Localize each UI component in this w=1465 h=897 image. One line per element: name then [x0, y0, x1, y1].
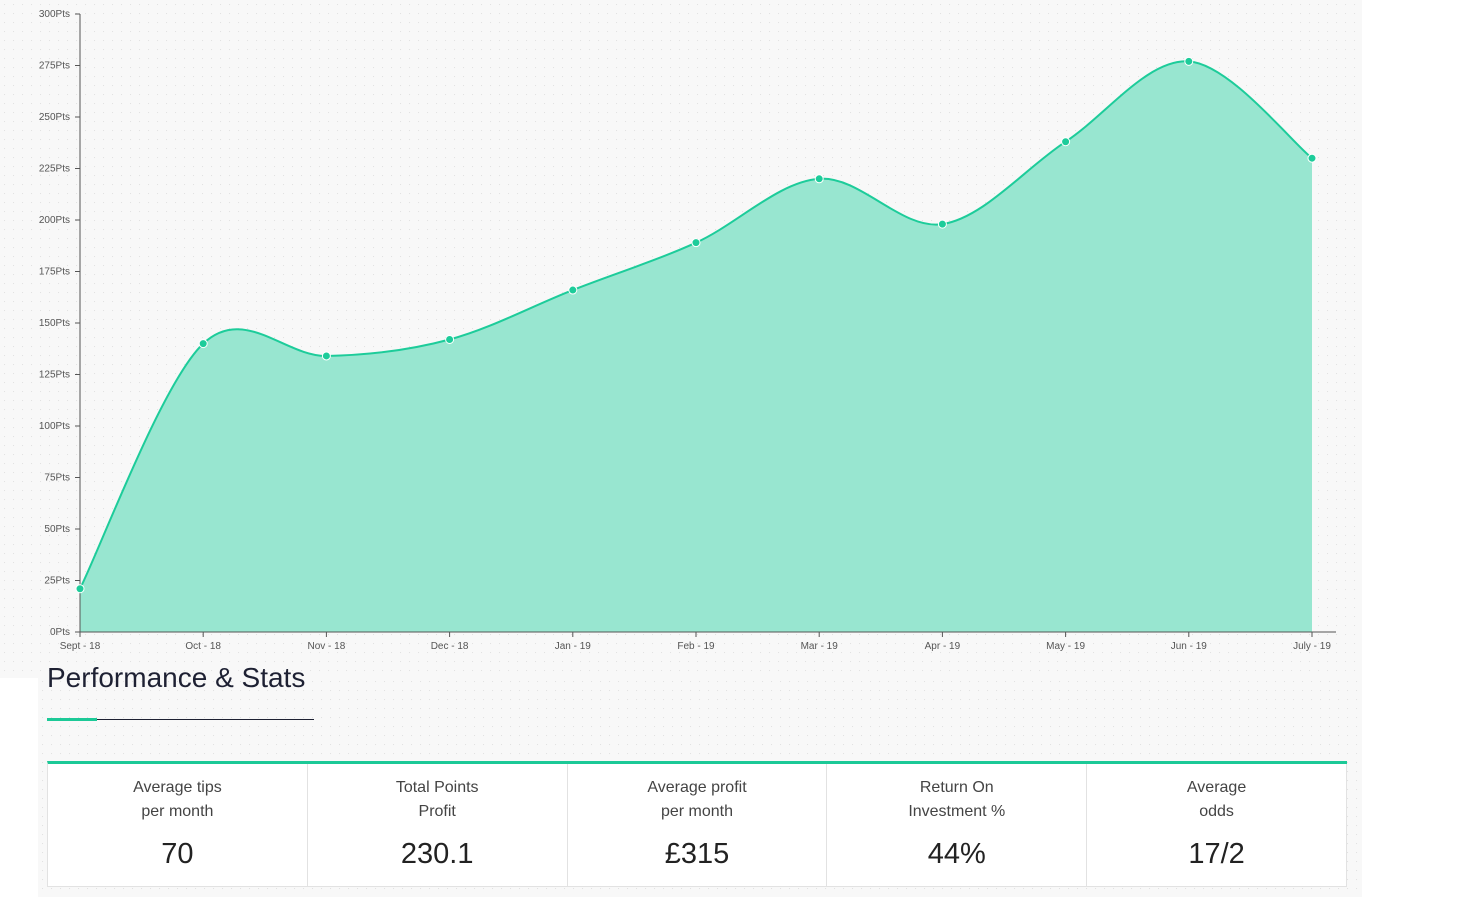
data-point	[568, 285, 578, 295]
stat-average-odds: Average odds 17/2	[1087, 764, 1347, 886]
data-point	[1061, 137, 1071, 147]
stat-label: Investment %	[908, 803, 1006, 820]
data-point	[75, 584, 85, 594]
stats-table: Average tips per month 70 Total Points Pro…	[47, 761, 1347, 887]
stat-label: per month	[141, 803, 214, 820]
stat-value: 44%	[927, 838, 986, 870]
y-tick-label: 150Pts	[39, 318, 70, 329]
x-tick-label: July - 19	[1293, 641, 1331, 652]
title-accent-bar	[47, 718, 97, 721]
title-underline	[47, 719, 314, 720]
stat-value: 230.1	[400, 838, 474, 870]
y-tick-label: 200Pts	[39, 215, 70, 226]
stat-value: £315	[664, 838, 730, 870]
x-tick-label: Jun - 19	[1171, 641, 1208, 652]
stat-total-points: Total Points Profit 230.1	[308, 764, 568, 886]
stat-label: Profit	[418, 803, 456, 820]
points-area-chart: 0Pts 25Pts 50Pts 75Pts 100Pts 125Pts 150Pts 175…	[39, 9, 1336, 652]
stat-label: Average tips	[133, 779, 222, 796]
stat-value: 70	[161, 838, 194, 870]
data-point	[691, 238, 701, 248]
y-tick-label: 25Pts	[44, 576, 70, 587]
stat-average-profit: Average profit per month £315	[568, 764, 828, 886]
area-fill	[80, 61, 1312, 632]
y-tick-label: 250Pts	[39, 112, 70, 123]
data-point	[937, 219, 947, 229]
data-point	[814, 174, 824, 184]
stat-value: 17/2	[1188, 838, 1245, 870]
y-tick-label: 0Pts	[50, 627, 70, 638]
stat-label: Return On	[919, 779, 994, 796]
stat-label: Total Points	[395, 779, 479, 796]
y-tick-label: 125Pts	[39, 370, 70, 381]
x-tick-label: Jan - 19	[555, 641, 592, 652]
y-tick-label: 50Pts	[44, 524, 70, 535]
stat-label: odds	[1199, 803, 1234, 820]
data-point	[321, 351, 331, 361]
stat-roi: Return On Investment % 44%	[827, 764, 1088, 886]
data-point	[445, 334, 455, 344]
x-tick-label: Oct - 18	[185, 641, 221, 652]
x-tick-label: Mar - 19	[801, 641, 839, 652]
y-tick-label: 225Pts	[39, 164, 70, 175]
data-point	[1184, 56, 1194, 66]
section-title: Performance & Stats	[47, 662, 306, 693]
x-tick-label: Feb - 19	[677, 641, 715, 652]
data-point	[1307, 153, 1317, 163]
y-tick-label: 275Pts	[39, 61, 70, 72]
x-tick-label: May - 19	[1046, 641, 1085, 652]
y-tick-label: 300Pts	[39, 9, 70, 20]
x-tick-label: Sept - 18	[60, 641, 101, 652]
stat-label: per month	[660, 803, 734, 820]
stat-average-tips: Average tips per month 70	[48, 764, 308, 886]
y-tick-label: 75Pts	[44, 473, 70, 484]
x-tick-label: Apr - 19	[925, 641, 961, 652]
data-point	[198, 339, 208, 349]
y-tick-label: 100Pts	[39, 421, 70, 432]
stat-label: Average	[1186, 779, 1247, 796]
x-tick-label: Nov - 18	[308, 641, 346, 652]
stat-label: Average profit	[647, 779, 747, 796]
x-tick-label: Dec - 18	[431, 641, 469, 652]
y-tick-label: 175Pts	[39, 267, 70, 278]
